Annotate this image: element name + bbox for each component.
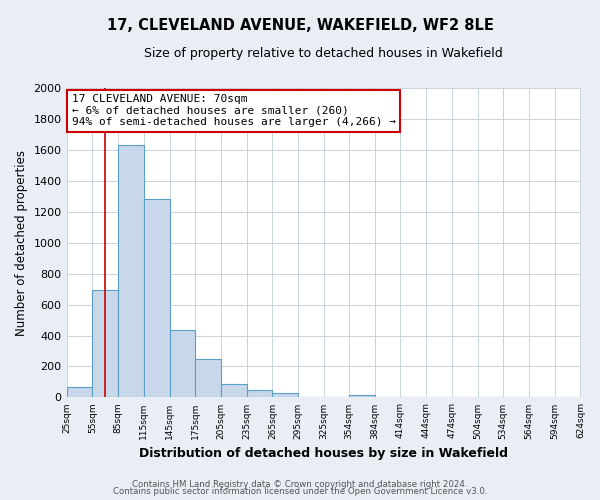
Bar <box>272 393 298 398</box>
Bar <box>221 384 247 398</box>
Bar <box>92 290 118 398</box>
Text: Contains public sector information licensed under the Open Government Licence v3: Contains public sector information licen… <box>113 487 487 496</box>
Bar <box>195 359 221 398</box>
Title: Size of property relative to detached houses in Wakefield: Size of property relative to detached ho… <box>144 48 503 60</box>
Y-axis label: Number of detached properties: Number of detached properties <box>15 150 28 336</box>
Bar <box>118 146 144 398</box>
Bar <box>144 200 170 398</box>
Text: 17, CLEVELAND AVENUE, WAKEFIELD, WF2 8LE: 17, CLEVELAND AVENUE, WAKEFIELD, WF2 8LE <box>107 18 493 32</box>
Text: Contains HM Land Registry data © Crown copyright and database right 2024.: Contains HM Land Registry data © Crown c… <box>132 480 468 489</box>
Bar <box>67 388 92 398</box>
X-axis label: Distribution of detached houses by size in Wakefield: Distribution of detached houses by size … <box>139 447 508 460</box>
Text: 17 CLEVELAND AVENUE: 70sqm
← 6% of detached houses are smaller (260)
94% of semi: 17 CLEVELAND AVENUE: 70sqm ← 6% of detac… <box>71 94 395 128</box>
Bar <box>247 390 272 398</box>
Bar <box>349 395 374 398</box>
Bar <box>170 330 195 398</box>
